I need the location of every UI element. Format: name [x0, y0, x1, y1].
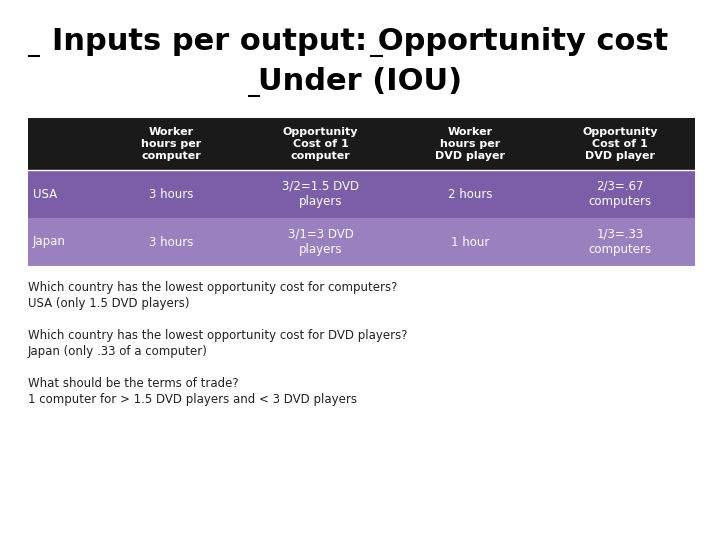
- FancyBboxPatch shape: [28, 170, 695, 218]
- Text: 1 hour: 1 hour: [451, 235, 490, 248]
- Text: 1 computer for > 1.5 DVD players and < 3 DVD players: 1 computer for > 1.5 DVD players and < 3…: [28, 393, 357, 406]
- Text: What should be the terms of trade?: What should be the terms of trade?: [28, 377, 238, 390]
- Text: 2/3=.67
computers: 2/3=.67 computers: [588, 179, 652, 208]
- Text: 2 hours: 2 hours: [448, 187, 492, 200]
- Text: Japan (only .33 of a computer): Japan (only .33 of a computer): [28, 345, 208, 358]
- Text: Opportunity
Cost of 1
DVD player: Opportunity Cost of 1 DVD player: [582, 126, 658, 161]
- FancyBboxPatch shape: [28, 118, 695, 170]
- Text: 3/2=1.5 DVD
players: 3/2=1.5 DVD players: [282, 179, 359, 208]
- Text: USA (only 1.5 DVD players): USA (only 1.5 DVD players): [28, 297, 189, 310]
- Text: 1/3=.33
computers: 1/3=.33 computers: [588, 227, 652, 256]
- Text: Inputs per output: Opportunity cost: Inputs per output: Opportunity cost: [52, 28, 668, 57]
- Text: Japan: Japan: [33, 235, 66, 248]
- Text: Which country has the lowest opportunity cost for DVD players?: Which country has the lowest opportunity…: [28, 329, 408, 342]
- Text: 3 hours: 3 hours: [149, 187, 193, 200]
- Text: USA: USA: [33, 187, 57, 200]
- Text: 3 hours: 3 hours: [149, 235, 193, 248]
- Text: Worker
hours per
DVD player: Worker hours per DVD player: [436, 126, 505, 161]
- Text: Under (IOU): Under (IOU): [258, 68, 462, 97]
- Text: 3/1=3 DVD
players: 3/1=3 DVD players: [288, 227, 354, 256]
- Text: Worker
hours per
computer: Worker hours per computer: [140, 126, 201, 161]
- FancyBboxPatch shape: [28, 218, 695, 266]
- Text: Opportunity
Cost of 1
computer: Opportunity Cost of 1 computer: [283, 126, 359, 161]
- Text: Which country has the lowest opportunity cost for computers?: Which country has the lowest opportunity…: [28, 281, 397, 294]
